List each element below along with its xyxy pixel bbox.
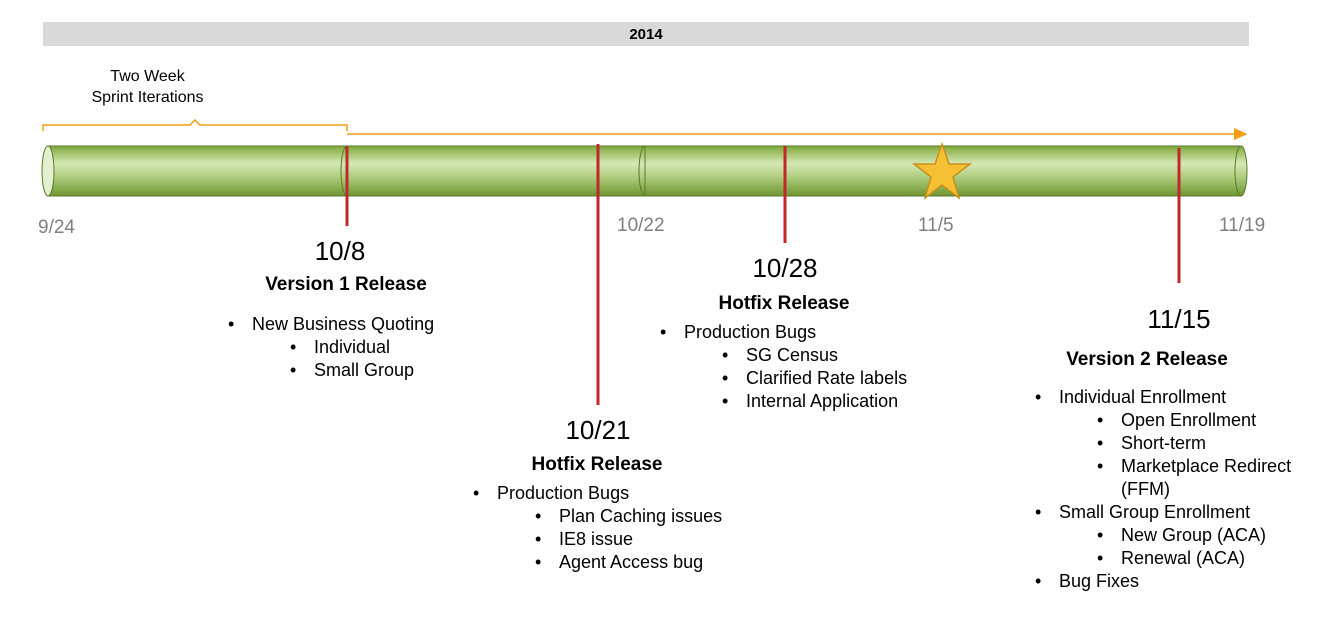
release-item: Production Bugs (473, 482, 722, 505)
milestone-star-icon (911, 141, 973, 200)
release-items-hotfix-1: Production Bugs Plan Caching issues IE8 … (473, 482, 722, 574)
axis-date-10-22: 10/22 (617, 215, 665, 236)
release-subitem: Clarified Rate labels (722, 367, 907, 390)
release-title-hotfix-1: Hotfix Release (531, 454, 663, 475)
release-date-10-28: 10/28 (752, 253, 818, 283)
sprint-label-line2: Sprint Iterations (91, 89, 204, 106)
release-subitem: Small Group (290, 359, 434, 382)
release-items-hotfix-2: Production Bugs SG Census Clarified Rate… (660, 321, 907, 413)
release-subitem: Short-term (1097, 432, 1319, 455)
release-title-version-1: Version 1 Release (265, 274, 427, 295)
release-subitem: Open Enrollment (1097, 409, 1319, 432)
sprint-tube-2 (346, 145, 652, 197)
axis-date-11-19: 11/19 (1219, 215, 1266, 236)
release-title-hotfix-2: Hotfix Release (718, 293, 850, 314)
release-title-version-2: Version 2 Release (1066, 349, 1228, 370)
sprint-tube-1 (41, 145, 354, 197)
release-subitem: Renewal (ACA) (1097, 547, 1319, 570)
release-subitem: Agent Access bug (535, 551, 722, 574)
release-subitem: Individual (290, 336, 434, 359)
release-subitem: SG Census (722, 344, 907, 367)
release-subitem: Plan Caching issues (535, 505, 722, 528)
release-subitem: Marketplace Redirect (FFM) (1097, 455, 1306, 501)
release-item: Small Group Enrollment (1035, 501, 1319, 524)
release-item: Individual Enrollment (1035, 386, 1319, 409)
release-date-11-15: 11/15 (1147, 304, 1211, 334)
release-items-version-2: Individual Enrollment Open Enrollment Sh… (1035, 386, 1319, 593)
release-date-10-21: 10/21 (565, 415, 631, 445)
year-label: 2014 (629, 25, 663, 43)
release-item: Production Bugs (660, 321, 907, 344)
axis-date-9-24: 9/24 (38, 217, 75, 238)
year-header: 2014 (43, 22, 1249, 46)
release-item: New Business Quoting (228, 313, 434, 336)
sprint-label-line1: Two Week (110, 68, 185, 85)
axis-date-11-5: 11/5 (918, 215, 954, 236)
release-subitem: New Group (ACA) (1097, 524, 1319, 547)
sprint-iterations-label: Two Week Sprint Iterations (80, 66, 215, 108)
release-item: Bug Fixes (1035, 570, 1319, 593)
release-subitem: IE8 issue (535, 528, 722, 551)
release-items-version-1: New Business Quoting Individual Small Gr… (228, 313, 434, 382)
release-subitem: Internal Application (722, 390, 907, 413)
sprint-bracket (42, 118, 348, 131)
release-date-10-8: 10/8 (314, 236, 366, 266)
